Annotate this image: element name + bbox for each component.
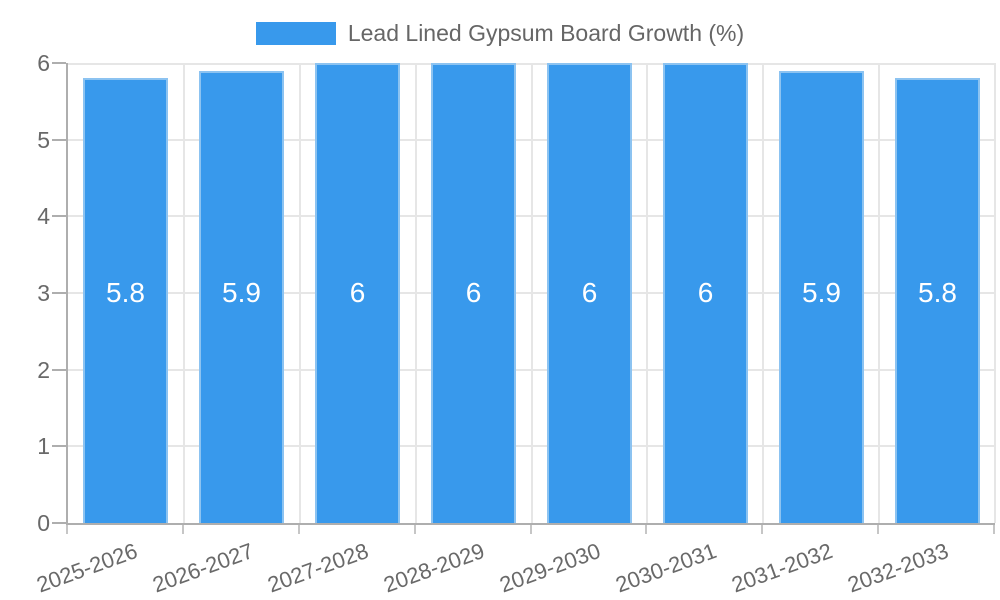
y-tick-label: 1 bbox=[37, 433, 50, 460]
v-gridline bbox=[531, 63, 533, 523]
bar[interactable] bbox=[895, 78, 980, 523]
y-tick-mark bbox=[52, 138, 66, 141]
bar[interactable] bbox=[547, 63, 632, 523]
v-gridline bbox=[762, 63, 764, 523]
bar[interactable] bbox=[663, 63, 748, 523]
v-gridline bbox=[646, 63, 648, 523]
y-tick-mark bbox=[52, 292, 66, 294]
v-gridline bbox=[415, 63, 417, 523]
legend-swatch bbox=[255, 21, 336, 45]
v-gridline bbox=[299, 63, 301, 523]
y-tick-label: 4 bbox=[37, 203, 50, 230]
x-tick-mark bbox=[182, 525, 184, 534]
bar[interactable] bbox=[199, 71, 284, 523]
x-tick-label: 2028-2029 bbox=[380, 538, 489, 598]
x-tick-mark bbox=[530, 525, 532, 534]
y-tick-mark bbox=[52, 445, 66, 448]
x-tick-label: 2027-2028 bbox=[264, 538, 373, 598]
bar[interactable] bbox=[779, 71, 864, 523]
y-tick-mark bbox=[52, 62, 66, 64]
x-tick-label: 2031-2032 bbox=[728, 538, 836, 598]
x-tick-mark bbox=[877, 525, 879, 534]
x-tick-label: 2032-2033 bbox=[844, 538, 952, 598]
bar[interactable] bbox=[431, 63, 516, 523]
y-tick-label: 2 bbox=[37, 356, 50, 383]
y-tick-label: 0 bbox=[37, 510, 50, 536]
x-tick-mark bbox=[993, 525, 995, 534]
x-tick-label: 2025-2026 bbox=[33, 538, 141, 598]
chart-legend[interactable]: Lead Lined Gypsum Board Growth (%) bbox=[0, 19, 1000, 46]
x-tick-label: 2030-2031 bbox=[612, 538, 720, 598]
y-tick-mark bbox=[52, 522, 66, 524]
v-gridline bbox=[183, 63, 185, 523]
v-gridline bbox=[878, 63, 880, 523]
v-gridline bbox=[994, 63, 996, 523]
x-tick-label: 2029-2030 bbox=[496, 538, 604, 598]
x-tick-label: 2026-2027 bbox=[148, 538, 257, 598]
x-tick-mark bbox=[298, 525, 300, 534]
x-tick-mark bbox=[645, 525, 647, 534]
x-tick-mark bbox=[761, 525, 763, 534]
x-tick-mark bbox=[66, 525, 68, 534]
y-tick-label: 3 bbox=[37, 280, 50, 306]
y-tick-label: 6 bbox=[37, 50, 50, 76]
legend-label: Lead Lined Gypsum Board Growth (%) bbox=[347, 19, 745, 46]
y-tick-mark bbox=[52, 215, 66, 218]
bar[interactable] bbox=[83, 78, 168, 523]
y-tick-label: 5 bbox=[37, 126, 50, 153]
plot-area: 5.8 5.9 6 6 6 6 5.9 5.8 bbox=[66, 63, 996, 525]
x-tick-mark bbox=[414, 525, 416, 534]
y-tick-mark bbox=[52, 368, 66, 371]
bar[interactable] bbox=[315, 63, 400, 523]
